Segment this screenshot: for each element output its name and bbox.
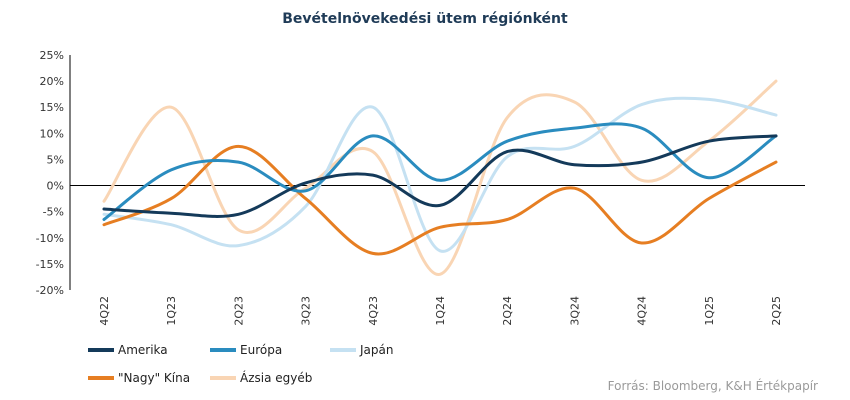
- y-tick-label: 20%: [40, 75, 64, 88]
- x-tick-label: 2Q24: [501, 296, 514, 326]
- series-line-japán: [102, 96, 778, 253]
- y-tick-label: 5%: [47, 153, 64, 166]
- x-tick-label: 4Q23: [367, 296, 380, 326]
- y-tick-label: 0%: [47, 180, 64, 193]
- x-tick-label: 1Q24: [434, 296, 447, 326]
- legend-label: Amerika: [118, 343, 168, 357]
- legend: Amerika Európa Japán "Nagy" Kína Ázsia egyéb: [88, 343, 393, 385]
- x-tick-label: 1Q25: [703, 296, 716, 326]
- y-tick-label: -5%: [43, 206, 64, 219]
- y-tick-label: -20%: [36, 284, 64, 297]
- x-tick-label: 4Q24: [636, 296, 649, 326]
- x-tick-label: 1Q23: [165, 296, 178, 326]
- series-group: [102, 79, 778, 276]
- x-tick-label: 4Q22: [98, 296, 111, 326]
- x-tick-label: 2Q23: [232, 296, 245, 326]
- series-line-ázsia-egyéb: [102, 79, 778, 276]
- x-tick-label: 2Q25: [770, 296, 783, 326]
- x-tick-label: 3Q24: [568, 296, 581, 326]
- source-note: Forrás: Bloomberg, K&H Értékpapír: [608, 378, 818, 393]
- x-axis: 4Q22 1Q23 2Q23 3Q23 4Q23 1Q24 2Q24 3Q24 4Q24 1Q25…: [98, 296, 783, 326]
- y-tick-label: -15%: [36, 258, 64, 271]
- y-tick-label: -10%: [36, 232, 64, 245]
- series-line-európa: [102, 122, 778, 221]
- y-tick-label: 15%: [40, 101, 64, 114]
- legend-label: Ázsia egyéb: [240, 370, 312, 385]
- legend-label: Japán: [359, 343, 393, 357]
- legend-label: "Nagy" Kína: [118, 371, 190, 385]
- series-line-amerika: [102, 134, 778, 218]
- x-tick-label: 3Q23: [300, 296, 313, 326]
- legend-label: Európa: [240, 343, 282, 357]
- series-line-nagy-kína: [102, 144, 778, 256]
- chart-title: Bevételnövekedési ütem régiónként: [282, 11, 568, 27]
- y-tick-label: 25%: [40, 49, 64, 62]
- y-tick-label: 10%: [40, 127, 64, 140]
- y-axis: 25% 20% 15% 10% 5% 0% -5% -10% -15% -20%: [36, 49, 64, 297]
